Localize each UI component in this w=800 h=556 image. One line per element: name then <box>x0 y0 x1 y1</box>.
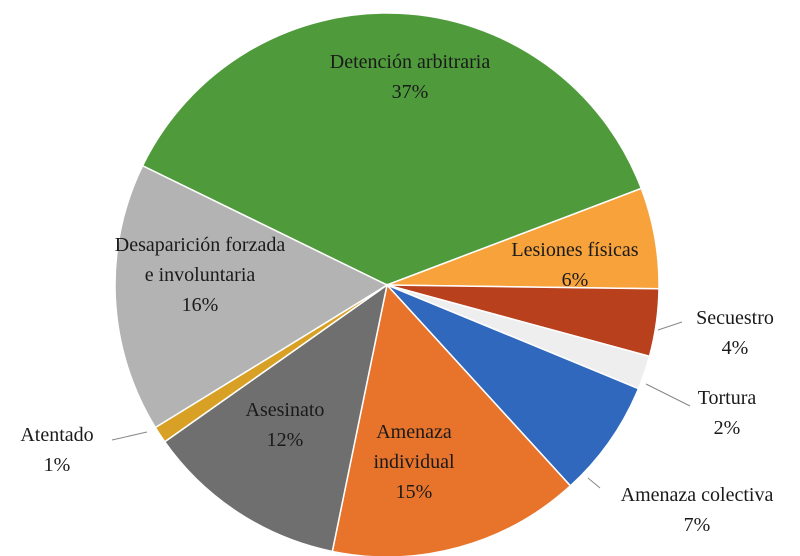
pie-slice <box>331 283 572 556</box>
leader-line <box>587 477 601 489</box>
value-label: 6% <box>561 269 589 291</box>
value-label: 37% <box>391 81 429 103</box>
pie-slice <box>114 164 389 429</box>
category-label: Atentado <box>20 424 94 446</box>
category-label: Lesiones físicas <box>511 239 639 261</box>
value-label: 1% <box>43 454 71 476</box>
slice-label: Lesiones físicas 6% <box>480 235 670 295</box>
category-label: Amenaza colectiva <box>620 484 774 506</box>
slice-label: Atentado 1% <box>2 420 112 480</box>
leader-line <box>657 321 683 331</box>
leader-line <box>111 431 148 441</box>
slice-label: Amenaza colectiva 7% <box>582 480 800 540</box>
category-label: Amenaza individual <box>373 421 455 473</box>
slice-label: Secuestro 4% <box>670 303 800 363</box>
category-label: Desaparición forzada e involuntaria <box>114 234 286 286</box>
category-label: Secuestro <box>696 307 774 329</box>
category-label: Asesinato <box>245 399 325 421</box>
leader-line <box>645 383 691 407</box>
value-label: 15% <box>395 481 433 503</box>
slice-label: Desaparición forzada e involuntaria 16% <box>110 230 290 320</box>
pie-slice <box>386 284 640 487</box>
value-label: 16% <box>181 294 219 316</box>
slice-label: Detención arbitraria 37% <box>310 47 510 107</box>
slice-label: Amenaza individual 15% <box>339 417 489 507</box>
pie-slice <box>141 12 643 286</box>
slice-label: Asesinato 12% <box>225 395 345 455</box>
value-label: 12% <box>266 429 304 451</box>
category-label: Detención arbitraria <box>329 51 491 73</box>
value-label: 2% <box>713 417 741 439</box>
value-label: 7% <box>683 514 711 536</box>
pie-slice <box>163 283 389 553</box>
slice-label: Tortura 2% <box>672 383 782 443</box>
value-label: 4% <box>721 337 749 359</box>
category-label: Tortura <box>697 387 757 409</box>
